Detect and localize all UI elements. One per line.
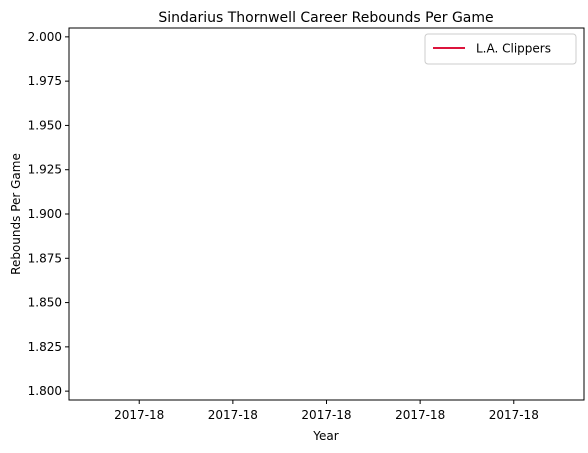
x-axis: 2017-18 2017-18 2017-18 2017-18 2017-18 <box>114 400 539 422</box>
x-tick-label: 2017-18 <box>114 408 164 422</box>
chart-title: Sindarius Thornwell Career Rebounds Per … <box>158 10 493 26</box>
y-tick-label: 1.800 <box>28 384 62 398</box>
plot-area-frame <box>68 27 585 401</box>
legend-box <box>424 33 577 65</box>
y-axis-label: Rebounds Per Game <box>9 153 23 275</box>
x-tick-label: 2017-18 <box>395 408 445 422</box>
y-tick-label: 1.850 <box>28 296 62 310</box>
y-tick-label: 1.925 <box>28 163 62 177</box>
y-tick-label: 1.975 <box>28 74 62 88</box>
y-axis: 1.800 1.825 1.850 1.875 1.900 1.925 1.950 1.975… <box>28 30 69 398</box>
legend: L.A. Clippers <box>424 33 577 65</box>
legend-label-la-clippers: L.A. Clippers <box>476 42 551 56</box>
x-tick-label: 2017-18 <box>489 408 539 422</box>
y-tick-label: 1.950 <box>28 118 62 132</box>
y-tick-label: 1.875 <box>28 251 62 265</box>
x-tick-label: 2017-18 <box>208 408 258 422</box>
x-tick-label: 2017-18 <box>301 408 351 422</box>
x-axis-label: Year <box>312 429 338 443</box>
y-tick-label: 2.000 <box>28 30 62 44</box>
y-tick-label: 1.900 <box>28 207 62 221</box>
y-tick-label: 1.825 <box>28 340 62 354</box>
